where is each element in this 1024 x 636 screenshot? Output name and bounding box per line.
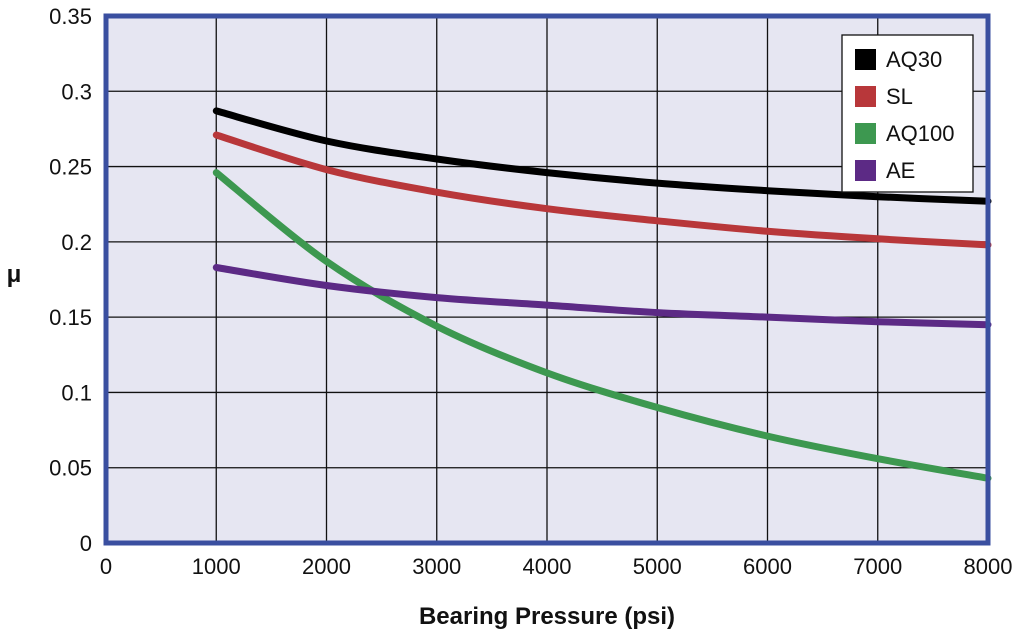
series-lines: [212, 107, 992, 482]
x-tick-label: 2000: [302, 554, 351, 579]
x-tick-label: 3000: [412, 554, 461, 579]
x-tick-label: 6000: [743, 554, 792, 579]
x-tick-label: 1000: [192, 554, 241, 579]
x-axis-ticks: 0 1000 2000 3000 4000 5000 6000 7000 8000: [100, 554, 1013, 579]
x-tick-label: 0: [100, 554, 112, 579]
y-tick-label: 0.3: [61, 79, 92, 104]
y-axis-ticks: 0 0.05 0.1 0.15 0.2 0.25 0.3 0.35: [49, 4, 92, 556]
legend-label-aq100: AQ100: [886, 121, 955, 146]
y-tick-label: 0.15: [49, 305, 92, 330]
legend-swatch-aq30: [855, 49, 876, 70]
x-tick-label: 4000: [523, 554, 572, 579]
x-tick-label: 8000: [964, 554, 1013, 579]
y-tick-label: 0.2: [61, 230, 92, 255]
legend-swatch-ae: [855, 160, 876, 181]
series-line-sl: [212, 131, 992, 249]
y-tick-label: 0.05: [49, 456, 92, 481]
legend-label-aq30: AQ30: [886, 47, 942, 72]
legend-swatch-sl: [855, 86, 876, 107]
x-tick-label: 5000: [633, 554, 682, 579]
x-tick-label: 7000: [853, 554, 902, 579]
legend: AQ30 SL AQ100 AE: [841, 34, 974, 193]
series-line-aq100: [212, 169, 992, 482]
y-axis-title: μ: [7, 261, 22, 288]
legend-swatch-aq100: [855, 123, 876, 144]
series-line-aq30: [212, 107, 992, 205]
legend-label-sl: SL: [886, 84, 913, 109]
y-tick-label: 0.25: [49, 155, 92, 180]
legend-label-ae: AE: [886, 158, 915, 183]
series-line-ae: [212, 264, 992, 329]
y-tick-label: 0.35: [49, 4, 92, 29]
y-tick-label: 0.1: [61, 380, 92, 405]
x-axis-title: Bearing Pressure (psi): [419, 603, 675, 630]
plot-frame: [103, 13, 991, 546]
y-tick-label: 0: [80, 531, 92, 556]
